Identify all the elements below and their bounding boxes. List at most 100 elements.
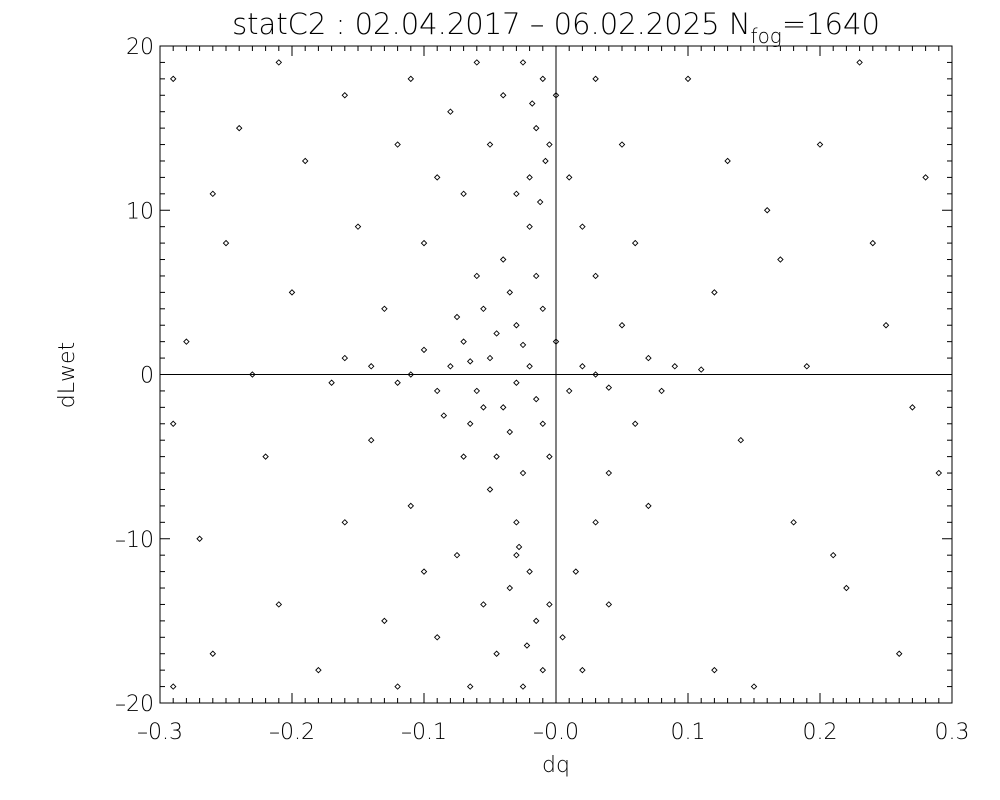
- data-point: [381, 617, 388, 625]
- data-point: [486, 486, 494, 493]
- data-point: [605, 469, 613, 477]
- data-point: [724, 157, 731, 165]
- data-point: [460, 453, 467, 460]
- data-point: [315, 666, 322, 674]
- data-point: [381, 305, 388, 313]
- data-point: [519, 469, 527, 477]
- data-point: [592, 519, 599, 526]
- data-point: [869, 239, 877, 247]
- data-point: [526, 223, 533, 230]
- data-point: [935, 469, 943, 477]
- data-point: [433, 387, 441, 395]
- data-point: [262, 453, 269, 460]
- data-point: [579, 223, 586, 230]
- data-point: [523, 642, 531, 649]
- data-point: [882, 321, 890, 329]
- data-point: [816, 141, 824, 148]
- data-point: [546, 453, 553, 460]
- data-point: [592, 272, 599, 280]
- data-point: [513, 379, 520, 386]
- data-point: [645, 354, 652, 362]
- x-tick-label: –0.3: [137, 720, 183, 745]
- data-point: [532, 272, 540, 280]
- x-tick-labels: –0.3 –0.2 –0.1 –0.0 0.1 0.2 0.3: [137, 720, 970, 745]
- data-point: [684, 75, 692, 83]
- data-point: [394, 379, 401, 386]
- data-point: [183, 338, 190, 345]
- data-point: [275, 59, 283, 66]
- data-point: [394, 683, 401, 690]
- data-point: [532, 395, 540, 403]
- data-point: [460, 338, 467, 345]
- data-point: [618, 141, 626, 148]
- reference-lines: [160, 46, 952, 703]
- data-point: [519, 59, 527, 66]
- data-point: [697, 366, 705, 373]
- data-point: [513, 519, 520, 526]
- data-point: [519, 341, 527, 349]
- data-point: [480, 404, 487, 411]
- data-point: [420, 568, 428, 575]
- data-point: [407, 75, 415, 83]
- data-point: [565, 387, 573, 395]
- data-point: [209, 650, 217, 657]
- data-point: [645, 502, 652, 510]
- data-point: [506, 289, 514, 296]
- data-point: [526, 363, 533, 370]
- data-point: [909, 404, 916, 411]
- data-point: [420, 346, 428, 354]
- data-point: [473, 59, 481, 66]
- data-point: [519, 683, 527, 690]
- data-point: [473, 272, 481, 280]
- data-point: [843, 584, 850, 592]
- data-point: [737, 436, 745, 444]
- data-point: [711, 666, 718, 674]
- data-point: [407, 502, 415, 510]
- data-point: [367, 363, 375, 370]
- data-point: [539, 420, 547, 428]
- data-point: [631, 420, 639, 428]
- data-point: [466, 358, 474, 365]
- data-point: [856, 59, 863, 66]
- data-point: [341, 92, 349, 99]
- data-point: [546, 601, 553, 608]
- data-point: [169, 420, 177, 428]
- data-point: [480, 601, 487, 608]
- chart-title: statC2 : 02.04.2017 – 06.02.2025 Nfog=16…: [232, 7, 880, 48]
- y-tick-label: 20: [126, 35, 154, 60]
- data-point: [288, 289, 296, 296]
- data-point: [169, 75, 177, 83]
- data-point: [433, 174, 441, 181]
- data-point: [536, 198, 544, 206]
- x-tick-label: –0.2: [269, 720, 315, 745]
- x-axis-label: dq: [542, 753, 570, 778]
- data-point: [579, 363, 586, 370]
- x-tick-label: –0.1: [401, 720, 447, 745]
- data-point: [592, 75, 599, 83]
- data-point: [493, 453, 500, 460]
- data-point: [711, 289, 718, 296]
- data-point: [480, 305, 487, 313]
- data-point: [539, 305, 547, 313]
- data-point: [605, 601, 613, 608]
- data-point: [513, 551, 520, 559]
- data-point: [829, 551, 837, 559]
- plot-frame: [159, 45, 953, 704]
- data-point: [486, 141, 494, 148]
- data-point: [513, 321, 520, 329]
- data-point: [222, 239, 230, 247]
- data-point: [539, 75, 547, 83]
- data-point: [499, 404, 507, 411]
- y-tick-label: –20: [115, 692, 154, 717]
- data-point: [493, 650, 500, 657]
- title-subscript: fog: [751, 24, 782, 48]
- data-point: [526, 568, 533, 575]
- data-point: [354, 223, 362, 230]
- data-point: [506, 428, 514, 436]
- data-point: [618, 321, 626, 329]
- data-point: [750, 683, 758, 690]
- data-point: [249, 371, 256, 378]
- data-point: [546, 141, 553, 148]
- data-point: [341, 354, 349, 362]
